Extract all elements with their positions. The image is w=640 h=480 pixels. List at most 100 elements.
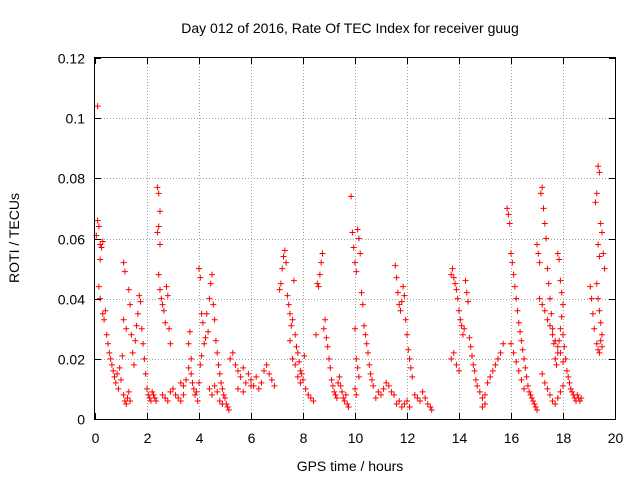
data-point bbox=[497, 349, 504, 356]
data-point bbox=[293, 343, 300, 350]
data-point bbox=[470, 361, 477, 368]
data-point bbox=[131, 361, 137, 368]
data-point bbox=[394, 289, 401, 296]
data-point bbox=[397, 307, 404, 314]
data-point bbox=[358, 289, 365, 296]
data-point bbox=[548, 310, 555, 317]
data-point bbox=[185, 364, 192, 371]
data-point bbox=[190, 385, 197, 392]
data-point bbox=[263, 361, 270, 368]
data-point bbox=[159, 301, 166, 308]
data-point bbox=[121, 397, 128, 404]
data-point bbox=[296, 358, 303, 365]
data-point bbox=[205, 328, 212, 335]
data-point bbox=[521, 385, 527, 392]
axis-ticks: 0 0.02 0.04 0.06 0.08 0.1 0.12 0 2 4 6 8 10 12 14 16 18 2… bbox=[58, 51, 624, 447]
data-point bbox=[405, 346, 412, 353]
data-point bbox=[518, 376, 525, 383]
data-point bbox=[557, 277, 564, 284]
data-point bbox=[462, 277, 469, 284]
data-point bbox=[406, 355, 413, 362]
data-point bbox=[593, 340, 600, 347]
data-point bbox=[404, 331, 410, 338]
x-tick-label: 10 bbox=[348, 430, 364, 446]
data-point bbox=[345, 403, 352, 410]
x-tick-label: 12 bbox=[400, 430, 416, 446]
y-tick-label: 0.04 bbox=[58, 292, 85, 308]
data-point bbox=[214, 349, 221, 356]
data-point bbox=[314, 280, 321, 287]
data-point bbox=[144, 385, 150, 392]
data-point bbox=[409, 373, 416, 380]
data-point bbox=[194, 397, 201, 404]
data-point bbox=[112, 379, 119, 386]
data-point bbox=[115, 385, 122, 392]
y-tick-label: 0 bbox=[77, 412, 85, 428]
data-point bbox=[393, 400, 400, 407]
data-point bbox=[141, 355, 148, 362]
data-point bbox=[344, 400, 351, 407]
data-point bbox=[513, 358, 520, 365]
data-point bbox=[212, 337, 219, 344]
data-point bbox=[536, 295, 543, 302]
data-point bbox=[417, 397, 423, 404]
data-point bbox=[316, 271, 323, 278]
data-point bbox=[537, 190, 544, 197]
data-point bbox=[198, 310, 205, 317]
data-point bbox=[98, 244, 105, 251]
data-point bbox=[515, 367, 522, 374]
y-tick-label: 0.08 bbox=[58, 171, 85, 187]
data-point bbox=[310, 397, 317, 404]
data-point bbox=[557, 349, 564, 356]
data-point bbox=[287, 310, 293, 317]
data-point bbox=[398, 298, 405, 305]
data-point bbox=[591, 325, 598, 332]
data-point bbox=[97, 295, 104, 302]
data-point bbox=[105, 340, 111, 347]
data-point bbox=[214, 388, 221, 395]
data-point bbox=[367, 370, 374, 377]
data-point bbox=[392, 262, 399, 269]
data-point bbox=[544, 385, 551, 392]
data-point bbox=[404, 397, 410, 404]
data-point bbox=[541, 379, 548, 386]
x-tick-label: 2 bbox=[144, 430, 152, 446]
data-point bbox=[521, 355, 527, 362]
x-tick-label: 16 bbox=[504, 430, 520, 446]
data-point bbox=[368, 376, 375, 383]
data-point bbox=[352, 385, 358, 392]
data-point bbox=[95, 223, 102, 230]
data-point bbox=[134, 310, 141, 317]
data-point bbox=[378, 391, 384, 398]
data-point bbox=[155, 223, 162, 230]
data-point bbox=[540, 205, 547, 212]
data-point bbox=[163, 283, 170, 290]
data-point bbox=[197, 361, 204, 368]
data-point bbox=[466, 334, 473, 341]
data-point bbox=[140, 340, 147, 347]
data-point bbox=[566, 379, 573, 386]
data-point bbox=[518, 337, 525, 344]
data-point bbox=[576, 397, 583, 404]
data-point bbox=[352, 325, 358, 332]
data-point bbox=[600, 250, 607, 257]
data-point bbox=[118, 376, 124, 383]
data-point bbox=[599, 229, 605, 236]
data-point bbox=[154, 184, 161, 191]
data-point bbox=[560, 382, 566, 389]
data-point bbox=[123, 325, 130, 332]
data-point bbox=[355, 373, 362, 380]
data-point bbox=[514, 307, 521, 314]
data-point bbox=[524, 382, 531, 389]
data-point bbox=[567, 385, 574, 392]
data-point bbox=[160, 307, 167, 314]
data-point bbox=[185, 340, 192, 347]
data-point bbox=[596, 169, 603, 176]
data-point bbox=[549, 325, 556, 332]
data-point bbox=[237, 373, 244, 380]
data-point bbox=[287, 337, 293, 344]
data-point bbox=[167, 340, 174, 347]
data-point bbox=[268, 376, 275, 383]
data-point bbox=[120, 259, 127, 266]
